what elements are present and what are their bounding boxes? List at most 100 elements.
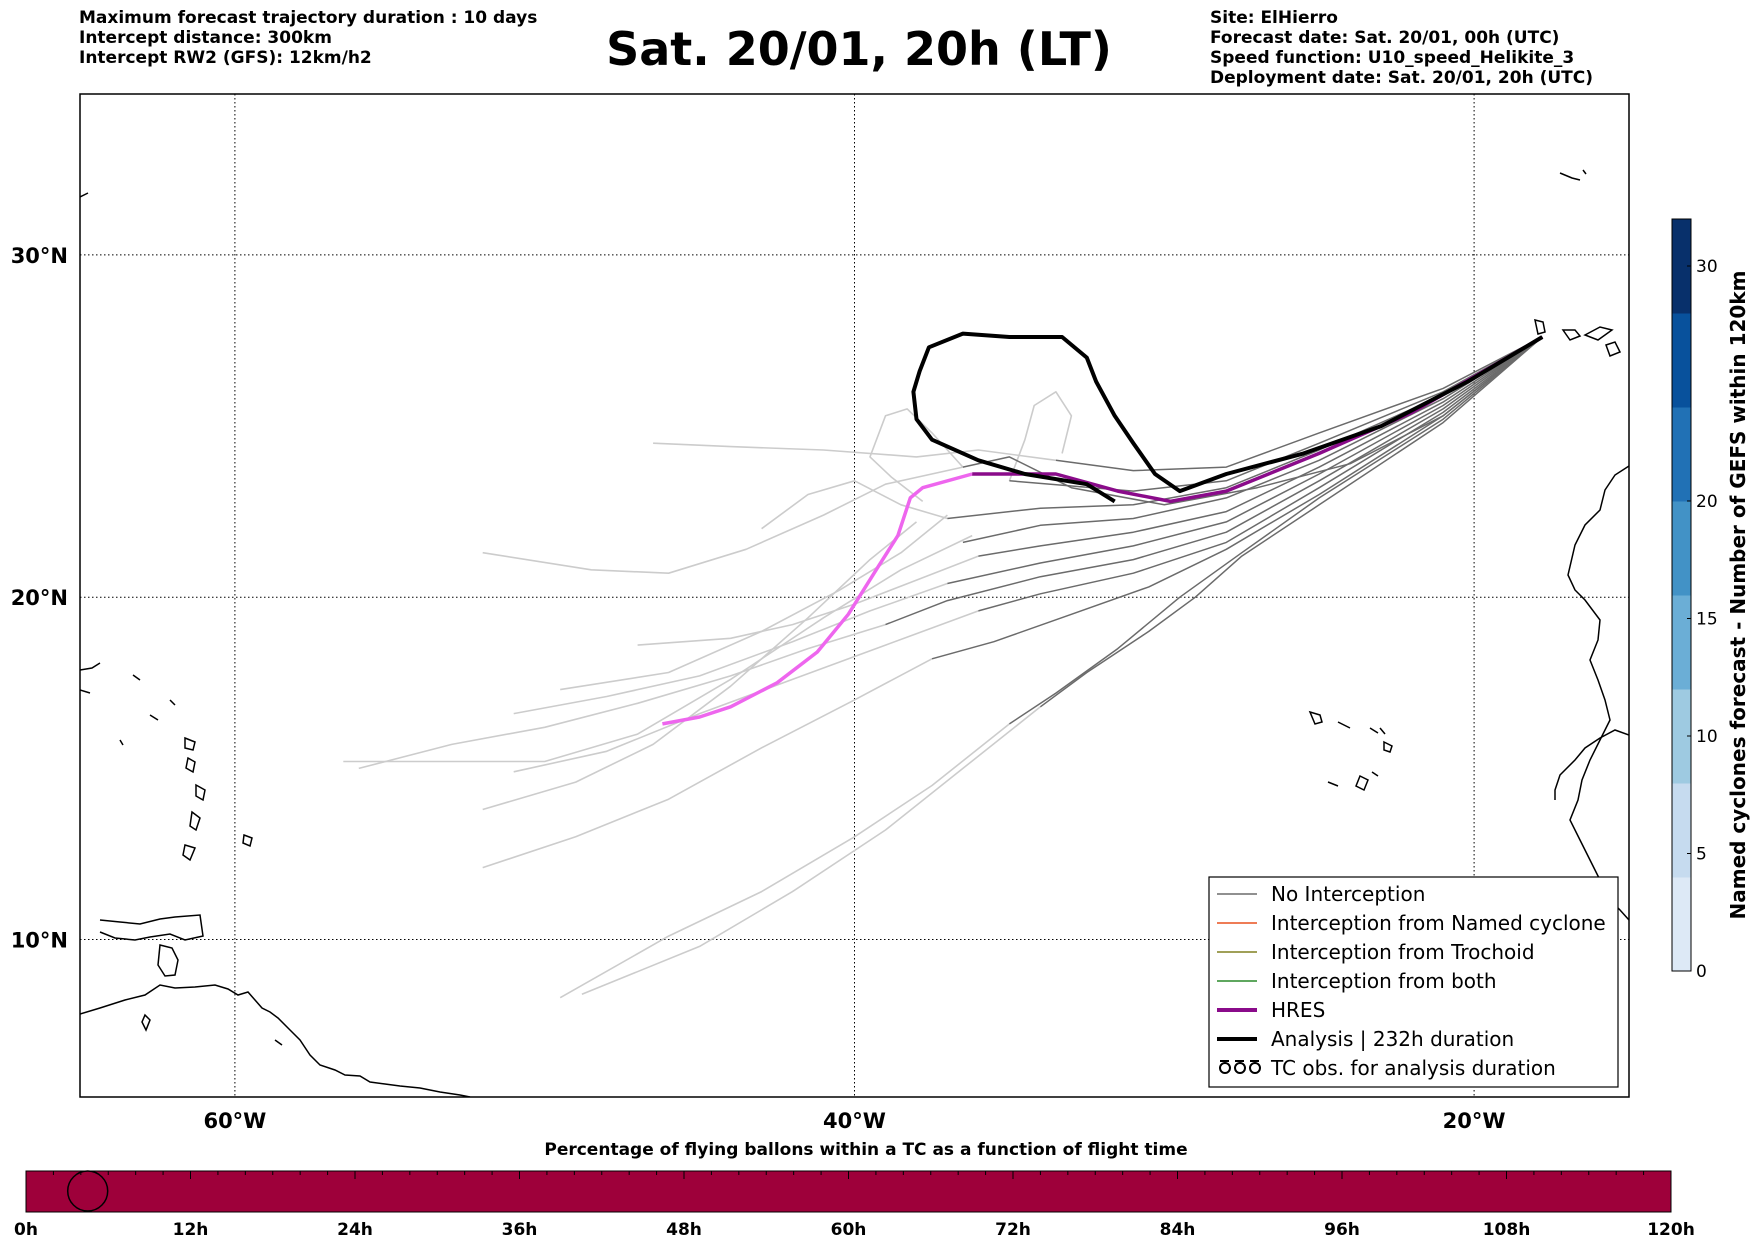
ensemble-track-dark bbox=[931, 336, 1543, 660]
island-canary-2 bbox=[1561, 329, 1582, 341]
tc-symbol-icon bbox=[1249, 1062, 1261, 1074]
lat-label: 30°N bbox=[11, 244, 68, 268]
header-intercept-distance: Intercept distance: 300km bbox=[79, 28, 332, 48]
lon-label: 20°W bbox=[1443, 1109, 1506, 1133]
ensemble-track-grey bbox=[358, 623, 886, 770]
ensemble-track-dark bbox=[962, 336, 1543, 544]
ensemble-track-dark bbox=[885, 336, 1543, 626]
coastline-south-america bbox=[80, 984, 471, 1097]
legend-item-label: Interception from both bbox=[1271, 969, 1497, 993]
ensemble-track-grey bbox=[482, 466, 964, 574]
ensemble-tracks-intercepted bbox=[885, 336, 1543, 725]
tc-bar-tick-label: 0h bbox=[14, 1220, 38, 1240]
ensemble-track-grey bbox=[482, 521, 918, 811]
island-lesser-antilles-2 bbox=[185, 756, 196, 774]
island-canary-1 bbox=[1534, 318, 1546, 335]
island-lesser-antilles-3 bbox=[195, 783, 206, 802]
colorbar-tick-label: 10 bbox=[1696, 727, 1718, 747]
hres-track-extension bbox=[662, 472, 973, 726]
colorbar-segment bbox=[1672, 877, 1691, 972]
map-legend: No Interception Interception from Named c… bbox=[1208, 876, 1619, 1088]
tc-bar-tick-label: 48h bbox=[666, 1220, 702, 1240]
colorbar-label: Named cyclones forecast - Number of GEFS… bbox=[1726, 271, 1750, 920]
hres-extension-line bbox=[662, 472, 973, 726]
island-lesser-antilles-5 bbox=[182, 844, 197, 862]
colorbar-frame bbox=[1671, 218, 1692, 972]
latitude-labels: 30°N 20°N 10°N bbox=[11, 244, 68, 953]
ensemble-track-grey bbox=[637, 555, 979, 646]
tc-bar-tick-label: 72h bbox=[995, 1220, 1031, 1240]
ensemble-track-grey bbox=[559, 723, 1010, 999]
header-max-duration: Maximum forecast trajectory duration : 1… bbox=[79, 8, 538, 28]
coastline-africa bbox=[1567, 465, 1629, 921]
analysis-track bbox=[911, 331, 1544, 504]
ensemble-track-grey bbox=[560, 514, 948, 691]
tc-symbol-icon bbox=[1234, 1062, 1246, 1074]
colorbar-segment bbox=[1672, 219, 1691, 314]
ensemble-track-grey bbox=[581, 706, 1041, 996]
colorbar-segment bbox=[1672, 783, 1691, 878]
colorbar-ticks: 0 5 10 15 20 30 bbox=[1687, 257, 1718, 982]
island-madeira bbox=[1559, 169, 1587, 181]
legend-item-label: Interception from Named cyclone bbox=[1271, 911, 1606, 935]
colorbar: 0 5 10 15 20 30 Named cyclones forecast - Num… bbox=[1671, 218, 1750, 982]
tc-bar-title: Percentage of flying ballons within a TC… bbox=[544, 1140, 1187, 1160]
ensemble-track-dark bbox=[947, 336, 1543, 585]
colorbar-tick-label: 15 bbox=[1696, 610, 1718, 630]
colorbar-tick-label: 30 bbox=[1696, 257, 1718, 277]
header-site: Site: ElHierro bbox=[1210, 8, 1338, 28]
island-cluster-west-1 bbox=[80, 192, 101, 694]
legend-item-label: No Interception bbox=[1271, 882, 1425, 906]
tc-percentage-bar: Percentage of flying ballons within a TC… bbox=[14, 1140, 1695, 1240]
tc-bar-tick-label: 108h bbox=[1483, 1220, 1531, 1240]
tc-bar-tick-label: 60h bbox=[831, 1220, 867, 1240]
ensemble-track-grey bbox=[513, 582, 948, 715]
legend-item-label: HRES bbox=[1271, 998, 1325, 1022]
header-info-left: Maximum forecast trajectory duration : 1… bbox=[79, 8, 537, 68]
legend-box bbox=[1208, 876, 1619, 1088]
tc-bar-tick-label: 120h bbox=[1647, 1220, 1695, 1240]
header-speed-function: Speed function: U10_speed_Helikite_3 bbox=[1210, 48, 1575, 68]
tc-bar-tick-label: 96h bbox=[1324, 1220, 1360, 1240]
page-title: Sat. 20/01, 20h (LT) bbox=[606, 22, 1112, 76]
ensemble-track-grey bbox=[482, 658, 933, 869]
island-lesser-antilles-4 bbox=[189, 810, 201, 832]
colorbar-tick-label: 20 bbox=[1696, 492, 1718, 512]
header-forecast-date: Forecast date: Sat. 20/01, 00h (UTC) bbox=[1210, 28, 1560, 48]
lon-label: 40°W bbox=[823, 1109, 886, 1133]
map-frame bbox=[79, 93, 1630, 1098]
tc-bar-tick-label: 12h bbox=[173, 1220, 209, 1240]
legend-item-label: Analysis | 232h duration bbox=[1271, 1027, 1514, 1051]
ensemble-track-grey bbox=[653, 442, 1057, 462]
header-info-right: Site: ElHierro Forecast date: Sat. 20/01… bbox=[1210, 8, 1593, 88]
ensemble-track-dark bbox=[962, 336, 1543, 506]
ensemble-track-dark bbox=[1039, 336, 1543, 708]
map-gridlines bbox=[80, 94, 1629, 1097]
coastline-trinidad bbox=[157, 944, 179, 977]
ensemble-track-dark bbox=[978, 336, 1543, 557]
colorbar-segment bbox=[1672, 595, 1691, 690]
tc-bar-tick-label: 24h bbox=[337, 1220, 373, 1240]
longitude-labels: 60°W 40°W 20°W bbox=[203, 1109, 1505, 1133]
coastlines bbox=[80, 169, 1629, 1097]
tc-bar-minor-ticks bbox=[25, 1171, 1672, 1179]
colorbar-segment bbox=[1672, 407, 1691, 502]
colorbar-tick-label: 5 bbox=[1696, 845, 1707, 865]
ensemble-track-dark bbox=[978, 336, 1543, 612]
ensemble-track-grey bbox=[513, 610, 979, 773]
island-cape-verde-4 bbox=[1327, 771, 1379, 792]
header-intercept-rw2: Intercept RW2 (GFS): 12km/h2 bbox=[79, 48, 372, 68]
ensemble-track-grey bbox=[869, 408, 964, 503]
coastline-africa-north bbox=[1554, 729, 1629, 800]
ensemble-track-grey bbox=[761, 480, 948, 530]
tc-bar-tick-label: 36h bbox=[502, 1220, 538, 1240]
island-lesser-antilles-7 bbox=[119, 674, 176, 746]
island-lesser-antilles-6 bbox=[242, 833, 253, 848]
colorbar-segment bbox=[1672, 689, 1691, 784]
colorbar-gradient bbox=[1672, 219, 1691, 972]
lon-label: 60°W bbox=[203, 1109, 266, 1133]
coastline-caribbean-north bbox=[99, 914, 204, 941]
tc-symbol-icon bbox=[1219, 1062, 1231, 1074]
tc-bar-tick-label: 84h bbox=[1160, 1220, 1196, 1240]
